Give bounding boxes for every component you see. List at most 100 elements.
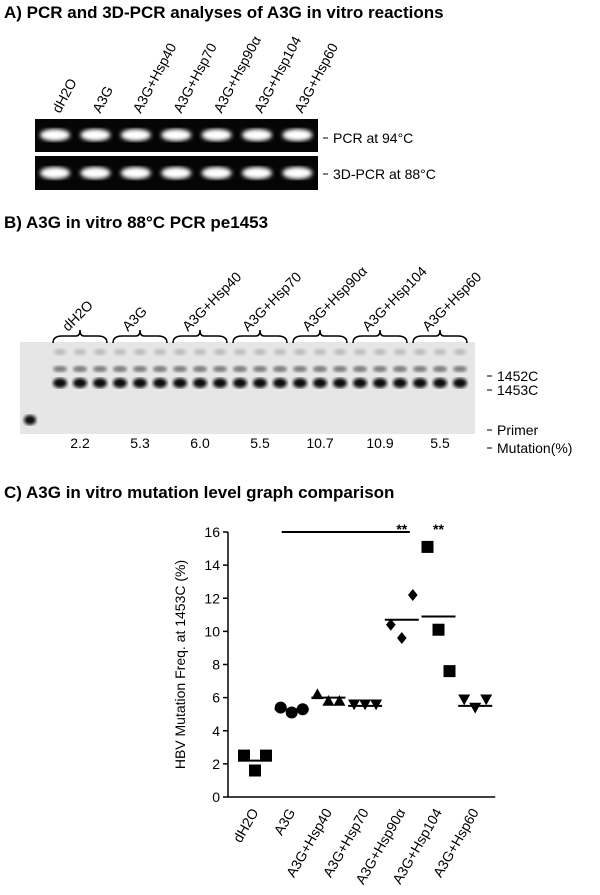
group-label: A3G [119,303,150,334]
gel-band [24,415,36,425]
significance-label: ** [396,521,407,537]
brace [52,329,108,344]
brace [412,329,468,344]
y-tick-label: 4 [212,723,220,739]
point [432,623,445,636]
gel-band [294,349,306,355]
y-axis-label: HBV Mutation Freq. at 1453C (%) [172,560,188,769]
gel-band [373,378,387,388]
gel-band [374,349,386,355]
gel-band [282,129,313,141]
mutation-value: 6.0 [190,435,210,451]
gel-band [234,349,246,355]
point [386,618,396,631]
gel-band [40,167,70,179]
gel-band [161,167,192,179]
point [370,699,383,711]
gel-band [153,366,167,372]
mutation-value: 10.9 [366,435,393,451]
gel-band [213,378,227,388]
gel-band [213,366,227,372]
gel-band [393,366,407,372]
gel-band [214,349,226,355]
gel-band [113,366,127,372]
brace [352,329,408,344]
lane-label: A3G [89,83,116,115]
gel-band [282,167,313,179]
point [458,694,471,706]
gel-band [254,349,266,355]
point [359,699,372,711]
y-tick-label: 14 [204,557,220,573]
gel-band [93,366,107,372]
point [311,688,324,700]
gel-band [193,366,207,372]
point [480,694,493,706]
point [274,701,287,714]
gel-band [353,378,367,388]
gel-band [333,366,347,372]
mutation-value: 2.2 [70,435,90,451]
point [249,764,261,777]
gel-band [333,378,347,388]
x-tick-label: dH2O [229,805,261,845]
row-label: PCR at 94°C [333,130,413,146]
gel-band [173,378,187,388]
gel-band [53,378,67,388]
gel-band [80,167,111,179]
gel-band [353,366,367,372]
panel-c-title: C) A3G in vitro mutation level graph com… [4,483,394,502]
mutation-value: 5.5 [250,435,270,451]
y-tick-label: 2 [212,756,220,772]
y-tick-label: 6 [212,690,220,706]
gel-band [93,378,107,388]
gel-band [373,366,387,372]
group-label: A3G+Hsp60 [419,268,485,334]
gel-band [113,378,127,388]
gel-band [242,129,272,141]
gel-band [334,349,346,355]
point [238,749,250,762]
gel-band [201,167,232,179]
gel-band [173,366,187,372]
panel-a-title: A) PCR and 3D-PCR analyses of A3G in vit… [4,3,444,22]
group-label: A3G+Hsp70 [239,268,305,334]
mutation-label: Mutation(%) [497,440,572,456]
point [443,665,456,678]
gel-band [413,366,427,372]
brace [112,329,168,344]
gel-band [194,349,206,355]
lane-label: dH2O [49,76,80,116]
mutation-value: 5.5 [430,435,450,451]
brace [172,329,228,344]
mutation-value: 5.3 [130,435,150,451]
gel-band [354,349,366,355]
gel-band [153,378,167,388]
band-label: Primer [497,422,539,438]
gel-band [193,378,207,388]
gel-b [20,342,475,434]
gel-band [453,366,467,372]
panel-b-title: B) A3G in vitro 88°C PCR pe1453 [4,213,268,232]
gel-band [454,349,466,355]
gel-band [313,378,327,388]
point [322,694,335,706]
band-label: 1453C [497,382,538,398]
point [421,540,434,553]
gel-band [54,349,66,355]
significance-label: ** [433,521,444,537]
brace [292,329,348,344]
point [397,632,407,644]
row-label: 3D-PCR at 88°C [333,166,436,182]
gel-band [53,366,67,372]
x-tick-label: A3G [270,806,298,838]
y-tick-label: 16 [204,524,220,540]
gel-band [134,349,146,355]
group-label: A3G+Hsp40 [179,268,245,334]
gel-band [414,349,426,355]
gel-band [242,167,272,179]
band-label: 1452C [497,368,538,384]
gel-band [293,366,307,372]
gel-band [394,349,406,355]
